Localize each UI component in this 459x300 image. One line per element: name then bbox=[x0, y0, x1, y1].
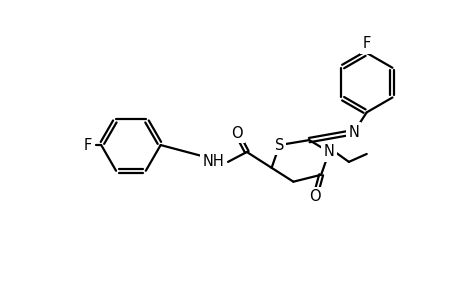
Text: S: S bbox=[274, 137, 284, 152]
Text: N: N bbox=[347, 125, 358, 140]
Text: F: F bbox=[362, 35, 370, 50]
Text: F: F bbox=[362, 37, 370, 52]
Text: F: F bbox=[84, 137, 92, 152]
Text: N: N bbox=[323, 145, 334, 160]
Text: NH: NH bbox=[202, 154, 224, 169]
Text: O: O bbox=[309, 189, 320, 204]
Text: O: O bbox=[230, 126, 242, 141]
